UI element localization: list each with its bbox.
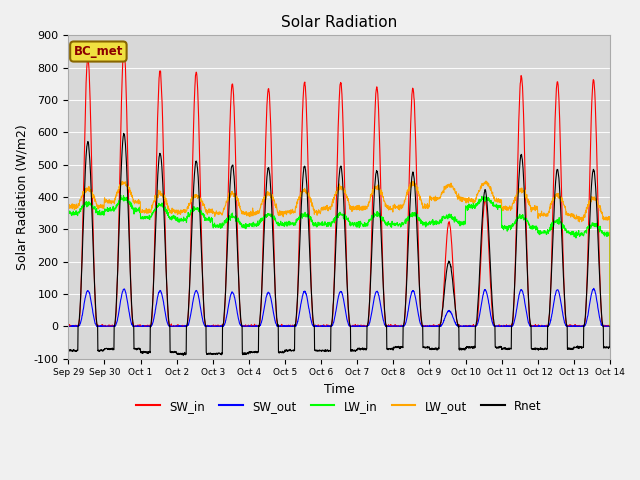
LW_in (606, 324, 614, 329)
Rnet (212, 350, 220, 356)
Rnet (583, 290, 591, 296)
SW_in (345, 313, 353, 319)
X-axis label: Time: Time (324, 383, 355, 396)
Rnet (401, 309, 409, 314)
LW_out (582, 204, 590, 210)
SW_in (212, 324, 220, 329)
Rnet (166, 323, 173, 328)
SW_in (120, 48, 127, 53)
Rnet (120, 131, 127, 136)
Y-axis label: Solar Radiation (W/m2): Solar Radiation (W/m2) (15, 124, 28, 270)
SW_in (65, 323, 72, 329)
Line: LW_out: LW_out (68, 181, 610, 326)
Line: Rnet: Rnet (68, 133, 610, 355)
SW_out (165, 324, 173, 329)
SW_out (590, 286, 598, 291)
LW_in (500, 226, 508, 232)
LW_in (117, 192, 125, 198)
LW_in (65, 210, 72, 216)
Legend: SW_in, SW_out, LW_in, LW_out, Rnet: SW_in, SW_out, LW_in, LW_out, Rnet (132, 395, 547, 417)
SW_in (401, 310, 409, 315)
SW_out (606, 323, 614, 329)
SW_in (606, 323, 614, 328)
Line: LW_in: LW_in (68, 195, 610, 326)
LW_out (401, 199, 408, 205)
LW_in (344, 218, 352, 224)
Rnet (500, 345, 508, 350)
LW_out (65, 205, 72, 211)
SW_in (500, 324, 508, 329)
Title: Solar Radiation: Solar Radiation (281, 15, 397, 30)
LW_out (606, 324, 614, 329)
SW_out (65, 324, 72, 329)
SW_in (65, 324, 72, 329)
SW_out (500, 323, 508, 329)
Rnet (345, 311, 353, 317)
LW_in (166, 214, 173, 220)
LW_out (165, 208, 173, 214)
SW_in (166, 323, 173, 329)
LW_out (500, 204, 508, 210)
SW_out (344, 321, 352, 327)
LW_out (482, 178, 490, 184)
LW_out (212, 211, 220, 216)
SW_in (583, 287, 591, 292)
LW_in (212, 223, 220, 229)
LW_in (401, 218, 409, 224)
Line: SW_out: SW_out (68, 288, 610, 326)
Text: BC_met: BC_met (74, 45, 123, 58)
SW_out (212, 324, 220, 329)
LW_in (582, 230, 590, 236)
Rnet (606, 324, 614, 329)
Rnet (180, 352, 188, 358)
Line: SW_in: SW_in (68, 50, 610, 326)
LW_out (344, 196, 352, 202)
Rnet (65, 348, 72, 353)
SW_out (401, 322, 408, 328)
SW_out (582, 320, 590, 325)
